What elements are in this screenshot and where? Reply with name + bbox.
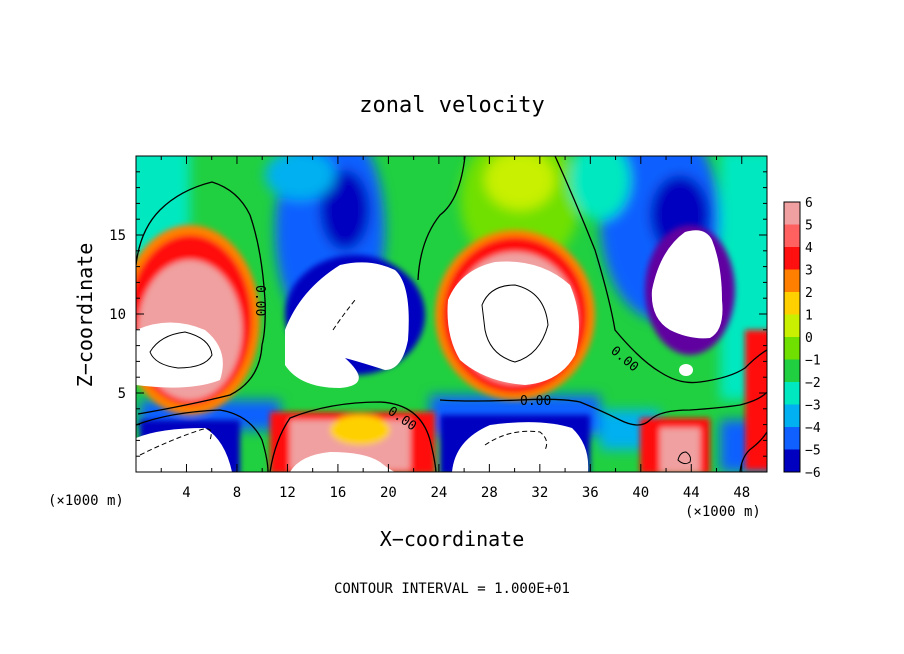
colorbar-label: 6: [805, 196, 813, 211]
colorbar-swatch: [784, 247, 800, 270]
x-unit-left: (×1000 m): [48, 493, 124, 509]
x-axis-label: X−coordinate: [380, 527, 525, 551]
y-tick-label: 5: [118, 386, 126, 402]
x-tick-label: 28: [481, 485, 498, 501]
contour-label: 0.00: [252, 285, 267, 316]
contour-interval-note: CONTOUR INTERVAL = 1.000E+01: [334, 581, 570, 597]
x-tick-label: 20: [380, 485, 397, 501]
colorbar-label: −1: [805, 354, 821, 369]
velocity-field: [120, 120, 780, 475]
colorbar-label: −4: [805, 421, 821, 436]
colorbar-label: 5: [805, 219, 813, 234]
x-tick-label: 32: [531, 485, 548, 501]
colorbar-swatch: [784, 270, 800, 293]
colorbar-label: −6: [805, 466, 821, 481]
colorbar-label: −2: [805, 376, 821, 391]
colorbar-swatch: [784, 382, 800, 405]
x-tick-label: 44: [683, 485, 700, 501]
colorbar-label: −3: [805, 399, 821, 414]
colorbar-swatch: [784, 337, 800, 360]
x-tick-label: 40: [632, 485, 649, 501]
colorbar-swatch: [784, 360, 800, 383]
contour-label: 0.00: [520, 394, 551, 409]
x-unit-right: (×1000 m): [685, 504, 761, 520]
colorbar-swatch: [784, 427, 800, 450]
x-tick-label: 48: [733, 485, 750, 501]
chart-title: zonal velocity: [359, 93, 544, 118]
x-tick-label: 8: [233, 485, 241, 501]
colorbar-swatch: [784, 405, 800, 428]
colorbar-label: −5: [805, 444, 821, 459]
colorbar-label: 4: [805, 241, 813, 256]
colorbar-swatch: [784, 202, 800, 225]
colorbar-label: 0: [805, 331, 813, 346]
colorbar-swatch: [784, 450, 800, 473]
colorbar: 6 5 4 3 2 1 0 −1 −2 −3 −4 −5 −6: [784, 196, 821, 481]
x-tick-label: 12: [279, 485, 296, 501]
x-tick-label: 24: [430, 485, 447, 501]
x-tick-label: 4: [182, 485, 190, 501]
y-axis-label: Z−coordinate: [73, 243, 97, 388]
colorbar-label: 2: [805, 286, 813, 301]
y-tick-label: 15: [109, 228, 126, 244]
colorbar-swatch: [784, 315, 800, 338]
colorbar-label: 3: [805, 264, 813, 279]
x-tick-label: 16: [329, 485, 346, 501]
x-tick-label: 36: [582, 485, 599, 501]
colorbar-swatch: [784, 225, 800, 248]
y-tick-label: 10: [109, 307, 126, 323]
colorbar-label: 1: [805, 309, 813, 324]
colorbar-swatch: [784, 292, 800, 315]
